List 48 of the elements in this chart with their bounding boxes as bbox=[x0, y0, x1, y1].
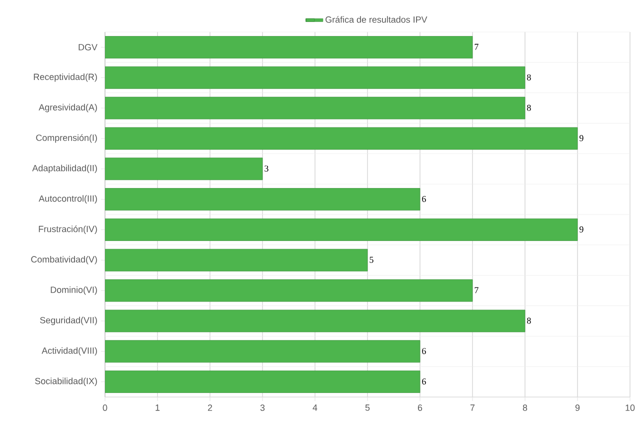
bar bbox=[105, 218, 578, 241]
y-tick-label: Combatividad(V) bbox=[31, 256, 97, 264]
y-tick-label: Actividad(VIII) bbox=[42, 347, 97, 356]
y-tick-label: Receptividad(R) bbox=[34, 73, 97, 82]
x-tick-label: 5 bbox=[365, 404, 370, 411]
data-label: 5 bbox=[370, 256, 374, 263]
y-tick-label: Adaptabilidad(II) bbox=[32, 164, 97, 174]
bar bbox=[105, 370, 420, 393]
x-tick-label: 4 bbox=[312, 404, 318, 411]
bar bbox=[105, 36, 473, 58]
y-tick-label: Agresividad(A) bbox=[38, 104, 97, 112]
data-label: 8 bbox=[527, 74, 531, 80]
data-label: 8 bbox=[527, 104, 531, 111]
x-tick-label: 10 bbox=[626, 404, 635, 411]
bar bbox=[105, 279, 473, 302]
bar bbox=[105, 158, 263, 180]
y-tick-label: Frustración(IV) bbox=[38, 225, 97, 234]
x-tick-label: 1 bbox=[156, 404, 160, 411]
y-tick-label: Comprensión(I) bbox=[36, 134, 97, 143]
data-label: 9 bbox=[579, 226, 584, 232]
data-label: 9 bbox=[579, 135, 584, 142]
bar bbox=[105, 66, 526, 89]
bar bbox=[105, 127, 578, 150]
x-tick-label: 0 bbox=[102, 404, 108, 411]
y-tick-label: Autocontrol(III) bbox=[38, 195, 97, 204]
data-label: 6 bbox=[422, 348, 426, 354]
x-tick-label: 2 bbox=[208, 404, 212, 411]
y-tick-label: Sociabilidad(IX) bbox=[35, 378, 97, 386]
y-tick-label: DGV bbox=[78, 44, 98, 50]
x-tick-label: 3 bbox=[260, 404, 265, 411]
x-tick-label: 9 bbox=[575, 404, 580, 411]
y-tick-label: Seguridad(VII) bbox=[40, 316, 97, 326]
x-tick-label: 7 bbox=[470, 404, 475, 411]
data-label: 7 bbox=[474, 287, 478, 294]
x-tick-label: 6 bbox=[418, 404, 422, 411]
data-label: 6 bbox=[422, 378, 426, 385]
data-label: 3 bbox=[264, 166, 268, 172]
bar bbox=[105, 96, 526, 120]
x-tick-label: 8 bbox=[522, 404, 528, 411]
bar bbox=[105, 340, 420, 363]
data-label: 6 bbox=[422, 196, 426, 202]
bar bbox=[105, 188, 420, 210]
data-label: 8 bbox=[527, 318, 531, 324]
series-label: Gráfica de resultados IPV bbox=[326, 16, 428, 23]
data-label: 7 bbox=[474, 44, 478, 50]
bar bbox=[105, 310, 526, 332]
y-tick-label: Dominio(VI) bbox=[50, 286, 97, 295]
bar bbox=[105, 248, 368, 272]
